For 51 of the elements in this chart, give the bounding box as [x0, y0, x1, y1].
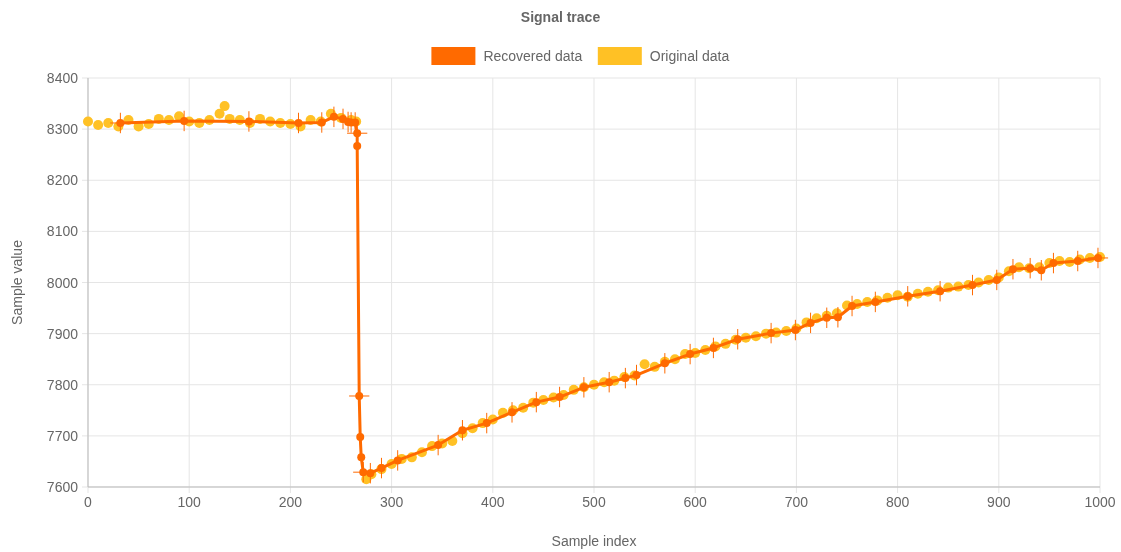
- y-tick-label: 7700: [46, 427, 79, 444]
- x-tick-label: 1000: [1084, 494, 1116, 510]
- x-tick-label: 900: [987, 494, 1011, 510]
- legend-label: Recovered data: [483, 48, 583, 64]
- y-tick-label: 7800: [46, 376, 79, 393]
- point: [357, 453, 366, 462]
- point: [482, 419, 491, 428]
- point: [356, 432, 365, 441]
- point: [434, 441, 443, 450]
- point: [1049, 259, 1058, 268]
- y-tick-label: 8200: [46, 172, 79, 189]
- point: [1037, 266, 1046, 275]
- point: [353, 129, 362, 138]
- point: [294, 118, 303, 127]
- point: [1008, 265, 1017, 274]
- y-tick-label: 8400: [46, 70, 79, 86]
- x-tick-label: 500: [582, 494, 606, 510]
- point: [686, 350, 695, 359]
- x-tick-label: 600: [683, 494, 708, 510]
- y-tick-label: 8100: [46, 223, 79, 240]
- y-tick-label: 8300: [46, 121, 79, 138]
- y-axis-title: Sample value: [9, 239, 25, 325]
- x-tick-label: 100: [177, 494, 202, 510]
- x-axis-title: Sample index: [551, 533, 637, 549]
- point: [605, 378, 614, 387]
- point: [968, 281, 977, 290]
- x-tick-label: 300: [379, 494, 404, 510]
- y-tick-label: 7900: [46, 325, 79, 342]
- y-tick-label: 8000: [46, 274, 79, 291]
- point: [355, 392, 364, 400]
- point: [767, 329, 776, 338]
- point: [848, 302, 857, 311]
- x-tick-label: 200: [278, 494, 303, 510]
- y-tick-label: 7600: [46, 479, 79, 495]
- point: [458, 426, 467, 435]
- point: [180, 116, 189, 125]
- x-tick-label: 400: [481, 494, 505, 510]
- point: [806, 318, 815, 327]
- point: [393, 456, 402, 465]
- point: [532, 398, 541, 407]
- chart-title: Signal trace: [520, 9, 601, 25]
- point: [555, 393, 564, 402]
- point: [116, 118, 125, 127]
- point: [359, 468, 368, 477]
- point: [329, 112, 338, 121]
- x-tick-label: 0: [84, 494, 93, 510]
- legend-label: Original data: [649, 48, 730, 64]
- x-tick-label: 800: [885, 494, 910, 510]
- point: [833, 313, 842, 322]
- x-tick-label: 700: [784, 494, 809, 510]
- point: [353, 142, 362, 150]
